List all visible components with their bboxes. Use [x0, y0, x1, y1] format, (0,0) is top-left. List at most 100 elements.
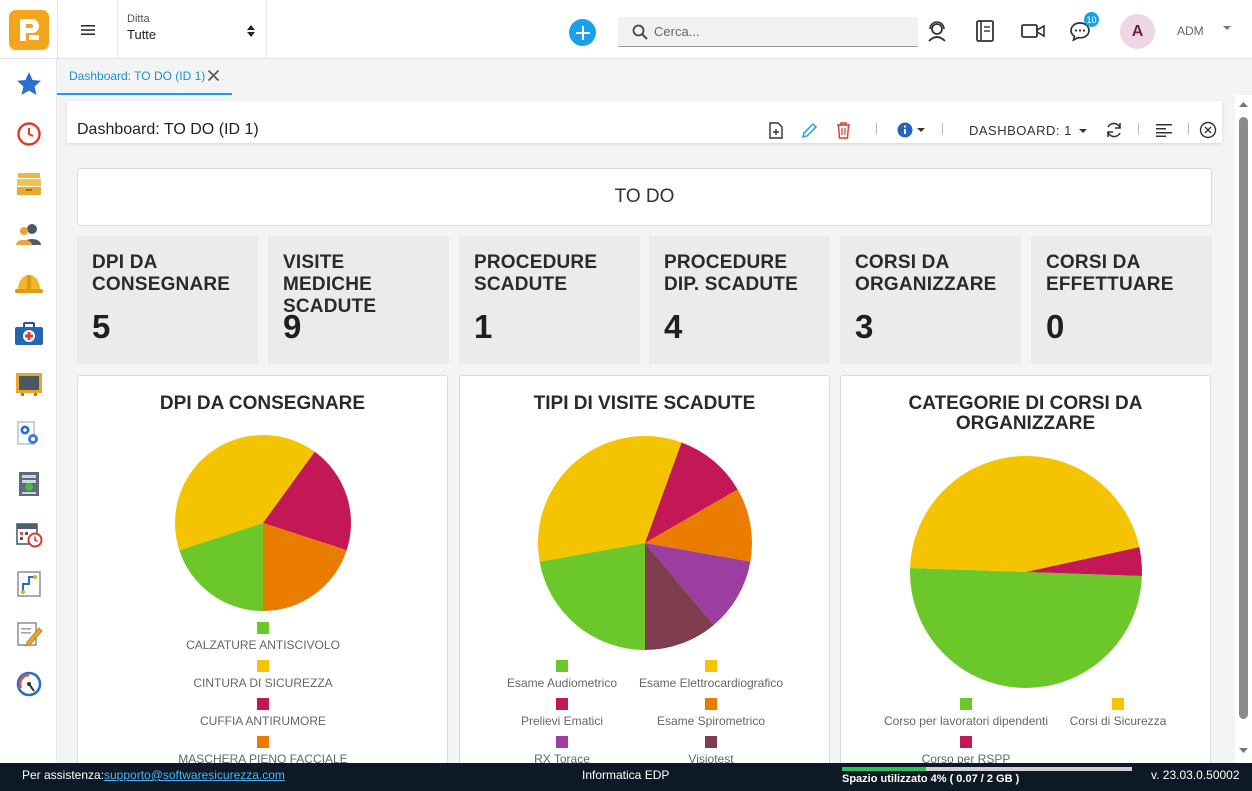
pie-slice-corso-per-lavoratori-dipendenti[interactable] [910, 567, 1142, 688]
info-icon [897, 122, 913, 138]
add-button[interactable] [569, 19, 596, 46]
pie-chart [538, 436, 752, 650]
support-headset-button[interactable] [924, 18, 950, 44]
legend-label[interactable]: CUFFIA ANTIRUMORE [199, 714, 326, 728]
app-logo[interactable] [9, 10, 49, 50]
assist-label: Per assistenza: [22, 768, 105, 782]
document-stack-icon [19, 472, 39, 496]
stat-card-procedure-dip[interactable]: PROCEDURE DIP. SCADUTE 4 [649, 236, 830, 364]
pie-slice-rx-torace[interactable] [645, 543, 751, 625]
stat-value: 4 [664, 308, 683, 345]
info-menu-button[interactable] [894, 121, 928, 139]
chevron-down-icon[interactable] [1222, 24, 1232, 32]
legend-label[interactable]: RX Torace [534, 752, 590, 763]
chevron-down-icon[interactable] [1079, 128, 1087, 134]
sidebar-item-settings[interactable] [13, 418, 45, 450]
delete-button[interactable] [834, 121, 852, 139]
legend-label[interactable]: Prelievi Ematici [520, 714, 604, 728]
legend-label[interactable]: Esame Elettrocardiografico [638, 676, 784, 690]
pencil-icon [801, 122, 817, 138]
pie-slice-corsi-di-sicurezza[interactable] [910, 456, 1140, 572]
close-icon[interactable] [207, 69, 220, 82]
stat-card-corsi-organizzare[interactable]: CORSI DA ORGANIZZARE 3 [840, 236, 1021, 364]
tab-dashboard[interactable]: Dashboard: TO DO (ID 1) [57, 59, 232, 95]
new-document-button[interactable] [767, 121, 785, 139]
close-circle-icon [1199, 121, 1217, 139]
stat-card-corsi-effettuare[interactable]: CORSI DA EFFETTUARE 0 [1031, 236, 1212, 364]
pie-slice-esame-audiometrico[interactable] [539, 543, 645, 650]
chat-bubble-icon [1070, 22, 1090, 42]
search-box[interactable] [618, 17, 918, 47]
stat-card-visite[interactable]: VISITE MEDICHE SCADUTE 9 [268, 236, 449, 364]
new-file-icon [769, 121, 783, 139]
dashboard-header: Dashboard: TO DO (ID 1) DASHBOARD: 1 [67, 101, 1222, 143]
legend-label[interactable]: Corso per lavoratori dipendenti [883, 714, 1049, 728]
sidebar-item-dpi[interactable] [13, 268, 45, 300]
pie-slice-cuffia-antirumore[interactable] [263, 451, 351, 551]
pie-slice-prelievi-ematici[interactable] [645, 442, 738, 543]
legend-label[interactable]: Esame Audiometrico [506, 676, 618, 690]
legend-label[interactable]: Corsi di Sicurezza [1069, 714, 1167, 728]
legend-swatch [257, 660, 269, 672]
sidebar-item-archive[interactable] [13, 168, 45, 200]
ditta-select[interactable]: Ditta Tutte [117, 0, 267, 59]
toolbar-divider [1188, 123, 1189, 135]
chevron-down-icon [917, 128, 925, 132]
stat-label: CORSI DA ORGANIZZARE [855, 252, 997, 295]
pie-slice-esame-elettrocardiografico[interactable] [538, 436, 682, 562]
stat-value: 9 [283, 308, 302, 345]
support-email-link[interactable]: supporto@softwaresicurezza.com [104, 768, 285, 782]
hamburger-icon [80, 24, 95, 35]
sidebar-item-training[interactable] [13, 368, 45, 400]
stat-card-procedure[interactable]: PROCEDURE SCADUTE 1 [459, 236, 640, 364]
hamburger-menu-button[interactable] [57, 0, 117, 59]
legend-swatch [705, 698, 717, 710]
align-left-icon [1156, 124, 1172, 137]
stat-value: 1 [474, 308, 493, 345]
layout-button[interactable] [1155, 121, 1173, 139]
pie-slice-maschera-pieno-facciale[interactable] [263, 523, 347, 611]
pie-slice-cintura-di-sicurezza[interactable] [175, 435, 315, 551]
legend-swatch [705, 736, 717, 748]
sidebar-item-medical[interactable] [13, 318, 45, 350]
user-avatar[interactable]: A [1120, 14, 1155, 49]
pie-slice-esame-spirometrico[interactable] [645, 489, 752, 562]
manual-button[interactable] [972, 18, 998, 44]
tab-strip: Dashboard: TO DO (ID 1) [57, 59, 1252, 95]
message-count-badge: 10 [1084, 12, 1099, 27]
legend-swatch [556, 660, 568, 672]
pie-slice-calzature-antiscivolo[interactable] [179, 523, 263, 611]
legend-label[interactable]: Corso per RSPP [921, 752, 1011, 763]
sidebar-item-notes[interactable] [13, 618, 45, 650]
legend-label[interactable]: Esame Spirometrico [656, 714, 766, 728]
legend-label[interactable]: CALZATURE ANTISCIVOLO [186, 638, 340, 652]
scrollbar[interactable] [1235, 95, 1252, 763]
stat-card-dpi[interactable]: DPI DA CONSEGNARE 5 [77, 236, 258, 364]
sidebar-item-workers[interactable] [13, 218, 45, 250]
scroll-thumb[interactable] [1239, 117, 1248, 719]
scroll-up-icon[interactable] [1239, 101, 1248, 108]
pie-slice-corso-per-rspp[interactable] [1026, 547, 1142, 577]
refresh-button[interactable] [1105, 121, 1123, 139]
sidebar-item-monitoring[interactable] [13, 668, 45, 700]
star-icon [17, 72, 41, 95]
sidebar-item-registry[interactable] [13, 468, 45, 500]
stat-value: 5 [92, 308, 111, 345]
sidebar-item-deadlines[interactable] [13, 118, 45, 150]
close-dashboard-button[interactable] [1199, 121, 1217, 139]
legend-label[interactable]: CINTURA DI SICUREZZA [193, 676, 333, 690]
edit-button[interactable] [800, 121, 818, 139]
sidebar-item-favorites[interactable] [13, 68, 45, 100]
messages-button[interactable]: 10 [1067, 12, 1099, 44]
scroll-down-icon[interactable] [1239, 747, 1248, 754]
dashboard-select[interactable]: DASHBOARD: 1 [969, 123, 1072, 138]
legend-label[interactable]: Visiotest [688, 752, 734, 763]
sidebar-item-procedures[interactable] [13, 568, 45, 600]
search-icon [632, 24, 648, 40]
user-name[interactable]: ADM [1177, 24, 1204, 38]
legend-label[interactable]: MASCHERA PIENO FACCIALE [178, 752, 348, 763]
search-input[interactable] [654, 24, 894, 39]
video-button[interactable] [1020, 18, 1046, 44]
pie-slice-visiotest[interactable] [645, 543, 714, 650]
sidebar-item-calendar[interactable] [13, 518, 45, 550]
